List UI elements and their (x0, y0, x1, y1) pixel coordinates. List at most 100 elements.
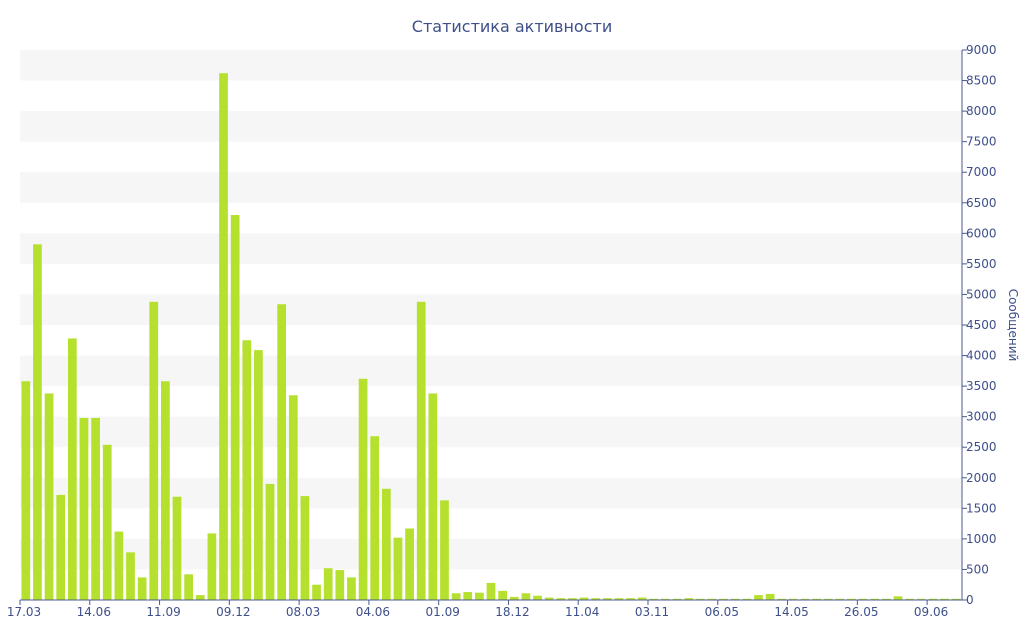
y-tick-label: 1500 (966, 501, 997, 515)
bar (102, 444, 112, 600)
bar (591, 598, 601, 600)
bar (288, 395, 298, 600)
x-tick-label: 17.03 (7, 605, 41, 619)
bar (882, 598, 891, 600)
bar (184, 574, 193, 600)
grid-band (20, 233, 962, 264)
bar (556, 598, 566, 600)
x-tick-label: 14.05 (774, 605, 808, 619)
bar (823, 598, 833, 600)
bar (219, 73, 228, 601)
bar (381, 488, 391, 600)
bar (300, 496, 310, 600)
bar (533, 595, 542, 600)
x-tick-label: 06.05 (705, 605, 739, 619)
grid-band (20, 355, 962, 387)
bar (742, 598, 752, 600)
bar (405, 528, 414, 600)
bar (789, 598, 798, 600)
bar (149, 301, 159, 600)
y-tick-label: 3500 (966, 379, 997, 393)
bar (475, 592, 484, 600)
y-tick-label: 4500 (966, 318, 997, 332)
bar (916, 598, 926, 600)
bar (33, 244, 42, 600)
bar (137, 577, 147, 600)
bar (393, 537, 403, 600)
x-tick-label: 11.09 (146, 605, 180, 619)
bar (835, 598, 845, 600)
y-tick-label: 8500 (966, 74, 997, 88)
y-tick-label: 6500 (966, 196, 997, 210)
bar-series (21, 73, 961, 601)
bar (661, 598, 670, 600)
bar (602, 598, 612, 600)
y-tick-label: 0 (966, 593, 974, 607)
bar (940, 598, 949, 600)
y-tick-label: 7500 (966, 135, 997, 149)
bar (707, 598, 717, 600)
bar (230, 215, 240, 600)
bar (277, 304, 287, 600)
x-tick-label: 03.11 (635, 605, 669, 619)
y-tick-label: 1000 (966, 532, 997, 546)
bar (347, 577, 356, 600)
x-tick-label: 09.12 (216, 605, 250, 619)
bar (56, 494, 66, 600)
bar (428, 393, 438, 600)
bar (614, 598, 624, 600)
grid-bands (20, 50, 962, 570)
bar (44, 393, 54, 600)
bar (79, 417, 89, 600)
bar (893, 596, 903, 600)
x-tick-label: 11.04 (565, 605, 599, 619)
bar (684, 598, 694, 600)
bar (754, 595, 763, 600)
bar (498, 590, 507, 600)
bar (719, 598, 728, 600)
bar (928, 598, 938, 600)
y-axis-label: Сообщений (1006, 289, 1020, 362)
axes: 0 500 1000 1500 2000 2500 3000 3500 4000 4500 5000… (7, 43, 997, 619)
x-tick-label: 14.06 (77, 605, 111, 619)
bar (626, 598, 635, 600)
bar (312, 584, 321, 600)
bar (800, 598, 810, 600)
bar (544, 597, 554, 600)
bar (695, 598, 705, 600)
grid-band (20, 50, 962, 81)
y-tick-label: 4000 (966, 349, 997, 363)
bar (207, 533, 217, 600)
bar (521, 593, 531, 600)
bar (451, 593, 461, 600)
x-tick-label: 04.06 (356, 605, 390, 619)
y-tick-label: 6000 (966, 226, 997, 240)
y-tick-label: 2500 (966, 440, 997, 454)
bar (951, 598, 961, 600)
bar (812, 598, 821, 600)
bar (242, 340, 252, 600)
bar (172, 496, 182, 600)
bar (67, 338, 77, 600)
bar (126, 552, 135, 600)
y-tick-label: 8000 (966, 104, 997, 118)
grid-band (20, 294, 962, 325)
y-tick-label: 9000 (966, 43, 997, 57)
x-tick-label: 01.09 (425, 605, 459, 619)
bar (777, 598, 787, 600)
bar (416, 301, 426, 600)
bar (114, 531, 124, 600)
bar (847, 598, 856, 600)
bar (870, 598, 880, 600)
bar (265, 483, 275, 600)
chart-title: Статистика активности (412, 17, 612, 36)
x-tick-label: 09.06 (914, 605, 948, 619)
y-tick-label: 5000 (966, 287, 997, 301)
bar (161, 381, 170, 600)
bar (649, 598, 659, 600)
bar (358, 378, 368, 600)
x-tick-label: 26.05 (844, 605, 878, 619)
grid-band (20, 172, 962, 203)
x-tick-label: 08.03 (286, 605, 320, 619)
